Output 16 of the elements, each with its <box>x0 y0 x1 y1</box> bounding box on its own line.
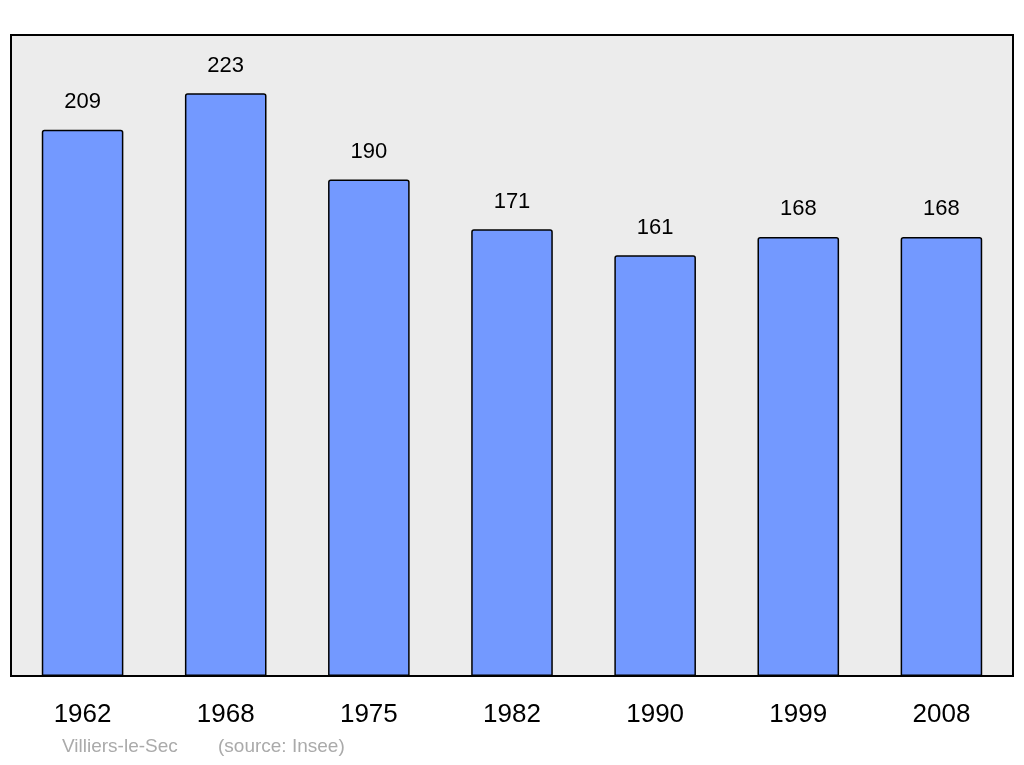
x-tick-label: 1975 <box>339 698 398 728</box>
x-tick-label: 1982 <box>483 698 541 728</box>
x-tick-label: 1968 <box>196 698 255 728</box>
x-tick-label: 1990 <box>626 698 685 728</box>
data-label: 209 <box>64 88 101 114</box>
data-label: 190 <box>350 138 388 164</box>
x-tick-label: 2008 <box>912 698 971 728</box>
text: Villiers-le-Sec <box>62 735 178 756</box>
x-tick-label: 1962 <box>53 698 112 728</box>
data-label: 161 <box>636 213 674 239</box>
x-tick-label: 1999 <box>769 698 828 728</box>
data-label: 168 <box>779 195 817 221</box>
text: (source: Insee) <box>218 735 345 756</box>
data-label: 223 <box>207 51 245 77</box>
data-label: 171 <box>493 187 531 213</box>
data-label: 168 <box>923 195 960 221</box>
